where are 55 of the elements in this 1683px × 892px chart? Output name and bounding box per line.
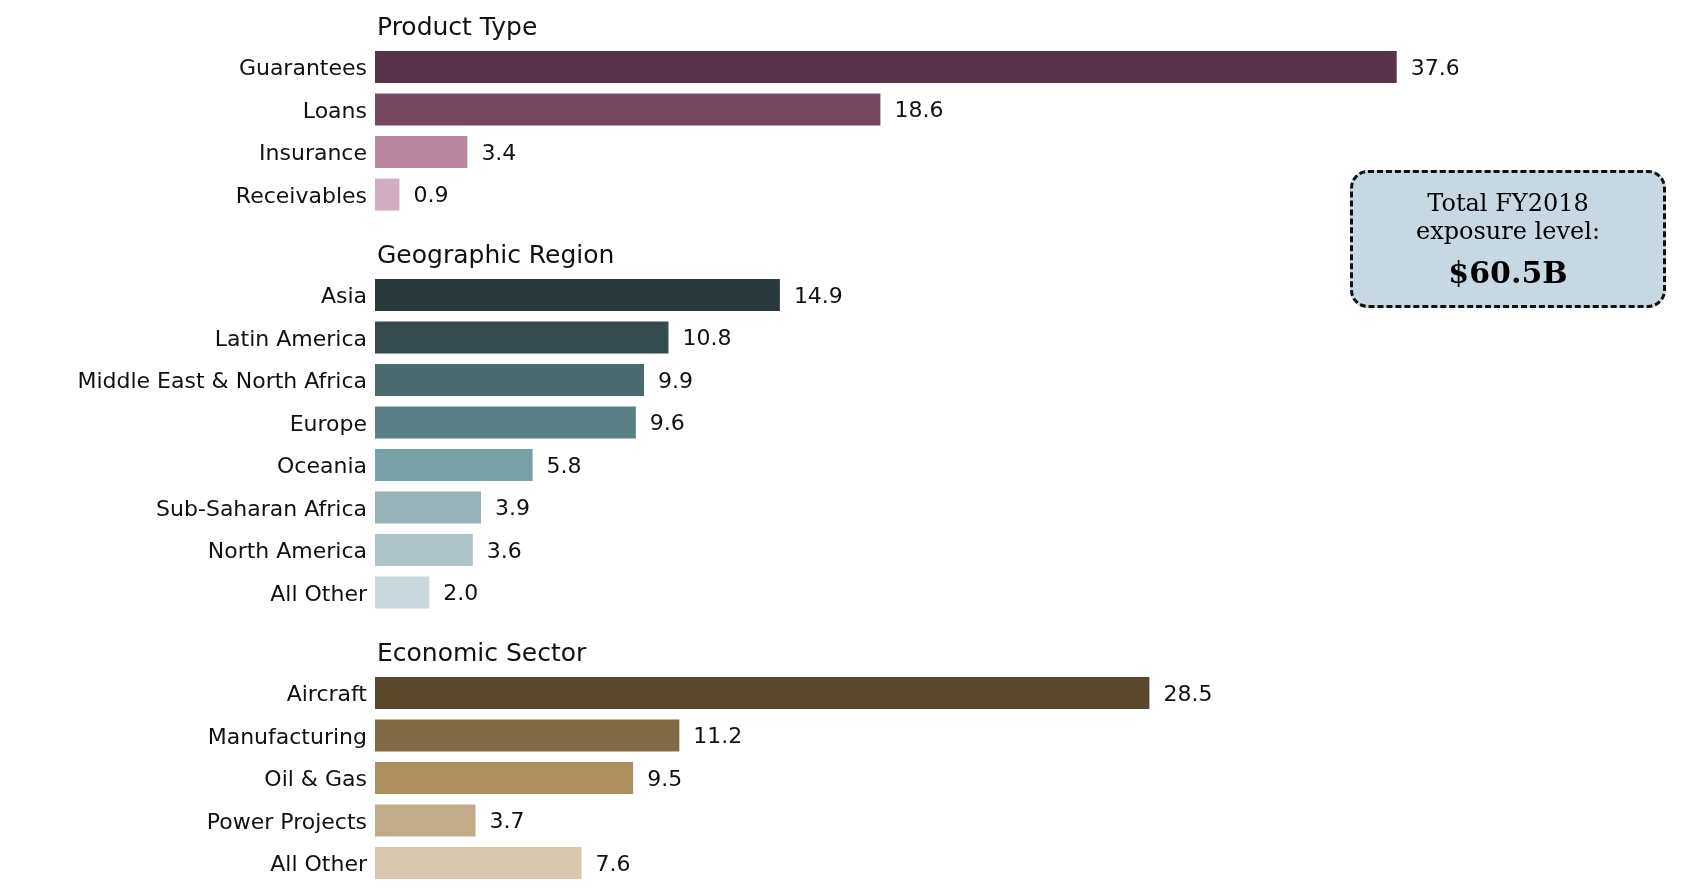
data-label: 28.5	[1163, 680, 1213, 706]
data-label: 3.6	[486, 537, 522, 563]
data-label: 3.4	[481, 139, 517, 165]
callout-box: Total FY2018 exposure level: $60.5B	[1350, 170, 1666, 308]
bar	[375, 677, 1150, 710]
data-label: 9.9	[658, 367, 694, 393]
y-tick-label: North America	[207, 538, 367, 564]
chart-title: Geographic Region	[377, 240, 615, 269]
data-label: 9.6	[649, 410, 685, 436]
data-label: 14.9	[793, 282, 843, 308]
data-label: 2.0	[443, 580, 479, 606]
data-label: 3.9	[494, 495, 530, 521]
y-tick-label: Sub-Saharan Africa	[156, 495, 367, 521]
bar	[375, 534, 473, 567]
data-label: 18.6	[894, 97, 944, 123]
data-label: 0.9	[413, 182, 449, 208]
y-tick-label: All Other	[270, 580, 368, 606]
y-tick-label: Latin America	[214, 325, 367, 351]
y-tick-label: Guarantees	[238, 55, 367, 81]
y-tick-label: Manufacturing	[207, 723, 367, 749]
y-tick-label: Insurance	[259, 140, 367, 166]
y-tick-label: Oil & Gas	[264, 766, 367, 792]
bar	[375, 364, 645, 397]
bar	[375, 804, 476, 837]
bar	[375, 576, 430, 609]
data-label: 5.8	[546, 452, 582, 478]
bar	[375, 719, 680, 752]
bar	[375, 279, 780, 312]
bar	[375, 491, 481, 524]
y-tick-label: Power Projects	[206, 808, 367, 834]
data-label: 3.7	[489, 808, 525, 834]
bar	[375, 762, 634, 795]
bar	[375, 93, 881, 126]
bar	[375, 51, 1397, 84]
bar	[375, 847, 582, 880]
data-label: 7.6	[595, 850, 631, 876]
y-tick-label: Loans	[302, 97, 367, 123]
y-tick-label: Middle East & North Africa	[77, 368, 367, 394]
data-label: 11.2	[693, 723, 743, 749]
bar	[375, 406, 636, 439]
chart-title: Economic Sector	[377, 637, 588, 669]
y-tick-label: Oceania	[277, 453, 367, 479]
y-tick-label: Europe	[289, 410, 367, 436]
chart-title: Product Type	[377, 11, 539, 43]
bar	[375, 136, 468, 169]
y-tick-label: Aircraft	[286, 681, 368, 707]
data-label: 10.8	[682, 325, 732, 351]
data-label: 9.5	[647, 765, 683, 791]
y-tick-label: Asia	[320, 283, 367, 309]
y-tick-label: Receivables	[235, 182, 367, 208]
bar	[375, 178, 400, 211]
bar	[375, 449, 533, 482]
data-label: 37.6	[1410, 54, 1460, 80]
bar	[375, 321, 669, 354]
y-tick-label: All Other	[270, 851, 368, 877]
